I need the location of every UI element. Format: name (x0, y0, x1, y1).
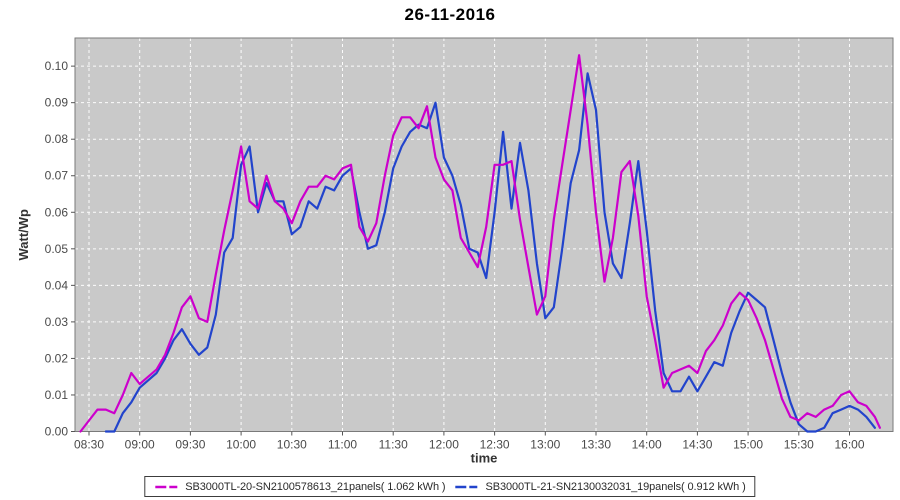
chart-title: 26-11-2016 (404, 5, 496, 24)
series-line-sb3000tl-21 (104, 72, 876, 433)
plot-frame (74, 37, 894, 432)
x-tick-label: 14:00 (632, 438, 662, 452)
x-tick-label: 11:30 (379, 438, 408, 452)
y-tick-label: 0.03 (45, 315, 69, 329)
y-tick-label: 0.00 (45, 425, 69, 439)
x-tick-label: 10:00 (226, 438, 256, 452)
series-line-swatch-blue (455, 485, 481, 488)
y-tick-label: 0.10 (45, 59, 69, 73)
x-tick-label: 12:30 (480, 438, 510, 452)
y-tick-label: 0.01 (45, 388, 69, 402)
x-tick-label: 11:00 (328, 438, 357, 452)
x-tick-label: 09:30 (175, 438, 205, 452)
legend-label: SB3000TL-21-SN2130032031_19panels( 0.912… (485, 480, 746, 493)
y-tick-label: 0.02 (45, 351, 69, 365)
x-tick-label: 09:00 (125, 438, 155, 452)
y-axis-title: Watt/Wp (16, 209, 31, 261)
x-tick-label: 13:30 (581, 438, 611, 452)
x-axis: 08:30 09:00 09:30 10:00 10:30 11:00 11:30 12:00… (74, 431, 865, 452)
legend: SB3000TL-20-SN2100578613_21panels( 1.062… (144, 476, 756, 497)
x-tick-label: 15:00 (733, 438, 763, 452)
y-tick-label: 0.09 (45, 96, 69, 110)
x-tick-label: 10:30 (277, 438, 307, 452)
x-tick-label: 16:00 (834, 438, 864, 452)
series-lines (79, 54, 881, 433)
series-line-sb3000tl-20 (79, 54, 881, 433)
x-tick-label: 15:30 (784, 438, 814, 452)
legend-label: SB3000TL-20-SN2100578613_21panels( 1.062… (185, 480, 446, 493)
y-tick-label: 0.04 (45, 278, 69, 292)
y-tick-label: 0.08 (45, 132, 69, 146)
legend-entry-sb3000tl-20: SB3000TL-20-SN2100578613_21panels( 1.062… (154, 480, 446, 493)
y-tick-label: 0.05 (45, 242, 69, 256)
x-tick-label: 08:30 (74, 438, 104, 452)
x-tick-label: 14:30 (682, 438, 712, 452)
x-axis-title: time (471, 451, 498, 466)
series-line-swatch-magenta (155, 485, 181, 488)
y-tick-label: 0.06 (45, 205, 69, 219)
y-tick-label: 0.07 (45, 169, 69, 183)
y-axis: 0.00 0.01 0.02 0.03 0.04 0.05 0.06 0.07 0.08 0.09… (45, 59, 75, 439)
x-tick-label: 12:00 (429, 438, 459, 452)
legend-entry-sb3000tl-21: SB3000TL-21-SN2130032031_19panels( 0.912… (455, 481, 746, 493)
x-tick-label: 13:00 (530, 438, 560, 452)
